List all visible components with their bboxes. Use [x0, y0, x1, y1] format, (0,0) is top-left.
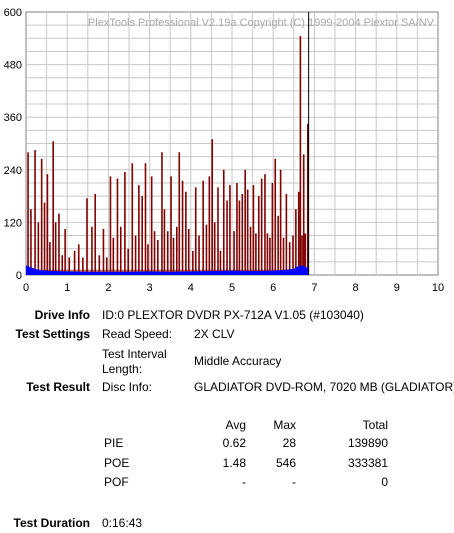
- x-tick-label: 0: [23, 282, 29, 294]
- x-tick-label: 10: [432, 282, 444, 294]
- row-max: -: [292, 475, 296, 489]
- x-tick-label: 6: [270, 282, 276, 294]
- x-tick-label: 5: [229, 282, 235, 294]
- y-tick-label: 600: [4, 7, 22, 19]
- x-tick-label: 4: [188, 282, 194, 294]
- x-tick-label: 2: [105, 282, 111, 294]
- poe-series: [26, 265, 309, 275]
- test-settings-label: Test Settings: [15, 327, 90, 341]
- disc-info-value: GLADIATOR DVD-ROM, 7020 MB (GLADIATOR): [194, 380, 454, 394]
- row-total: 333381: [347, 456, 388, 470]
- test-interval-label-line1: Test Interval: [102, 347, 167, 361]
- row-total: 0: [381, 475, 388, 489]
- read-speed-value: 2X CLV: [194, 327, 235, 341]
- read-speed-label: Read Speed:: [102, 327, 173, 341]
- x-tick-label: 3: [147, 282, 153, 294]
- row-name: POE: [104, 456, 130, 470]
- chart-grid: [26, 12, 438, 275]
- poe-area: [26, 265, 309, 275]
- row-avg: 1.48: [222, 456, 246, 470]
- chart-watermark: PlexTools Professional V2.19a Copyright …: [88, 17, 435, 29]
- test-interval-value: Middle Accuracy: [194, 354, 282, 368]
- row-max: 546: [275, 456, 296, 470]
- y-tick-label: 0: [16, 270, 22, 282]
- row-avg: 0.62: [222, 436, 246, 450]
- x-tick-label: 1: [64, 282, 70, 294]
- x-tick-label: 7: [311, 282, 317, 294]
- total-header: Total: [362, 418, 388, 432]
- y-tick-label: 120: [4, 217, 22, 229]
- test-result-label: Test Result: [26, 380, 90, 394]
- test-duration-label: Test Duration: [13, 516, 90, 530]
- y-tick-label: 240: [4, 165, 22, 177]
- avg-header: Avg: [225, 418, 246, 432]
- y-tick-label: 480: [4, 60, 22, 72]
- max-header: Max: [273, 418, 296, 432]
- row-max: 28: [282, 436, 296, 450]
- row-total: 139890: [347, 436, 388, 450]
- disc-info-label: Disc Info:: [102, 380, 153, 394]
- row-name: PIE: [104, 436, 124, 450]
- drive-info-value: ID:0 PLEXTOR DVDR PX-712A V1.05 (#103040…: [102, 308, 364, 322]
- row-name: POF: [104, 475, 129, 489]
- test-interval-label-line2: Length:: [102, 362, 143, 376]
- scan-chart: PlexTools Professional V2.19a Copyright …: [4, 7, 444, 294]
- x-tick-label: 9: [394, 282, 400, 294]
- row-avg: -: [242, 475, 246, 489]
- y-tick-label: 360: [4, 112, 22, 124]
- test-duration-value: 0:16:43: [102, 516, 143, 530]
- drive-info-label: Drive Info: [34, 308, 90, 322]
- y-axis-ticks: 0 120 240 360 480 600: [4, 7, 22, 282]
- x-tick-label: 8: [353, 282, 359, 294]
- x-axis-ticks: 0 1 2 3 4 5 6 7 8 9 10: [23, 282, 444, 294]
